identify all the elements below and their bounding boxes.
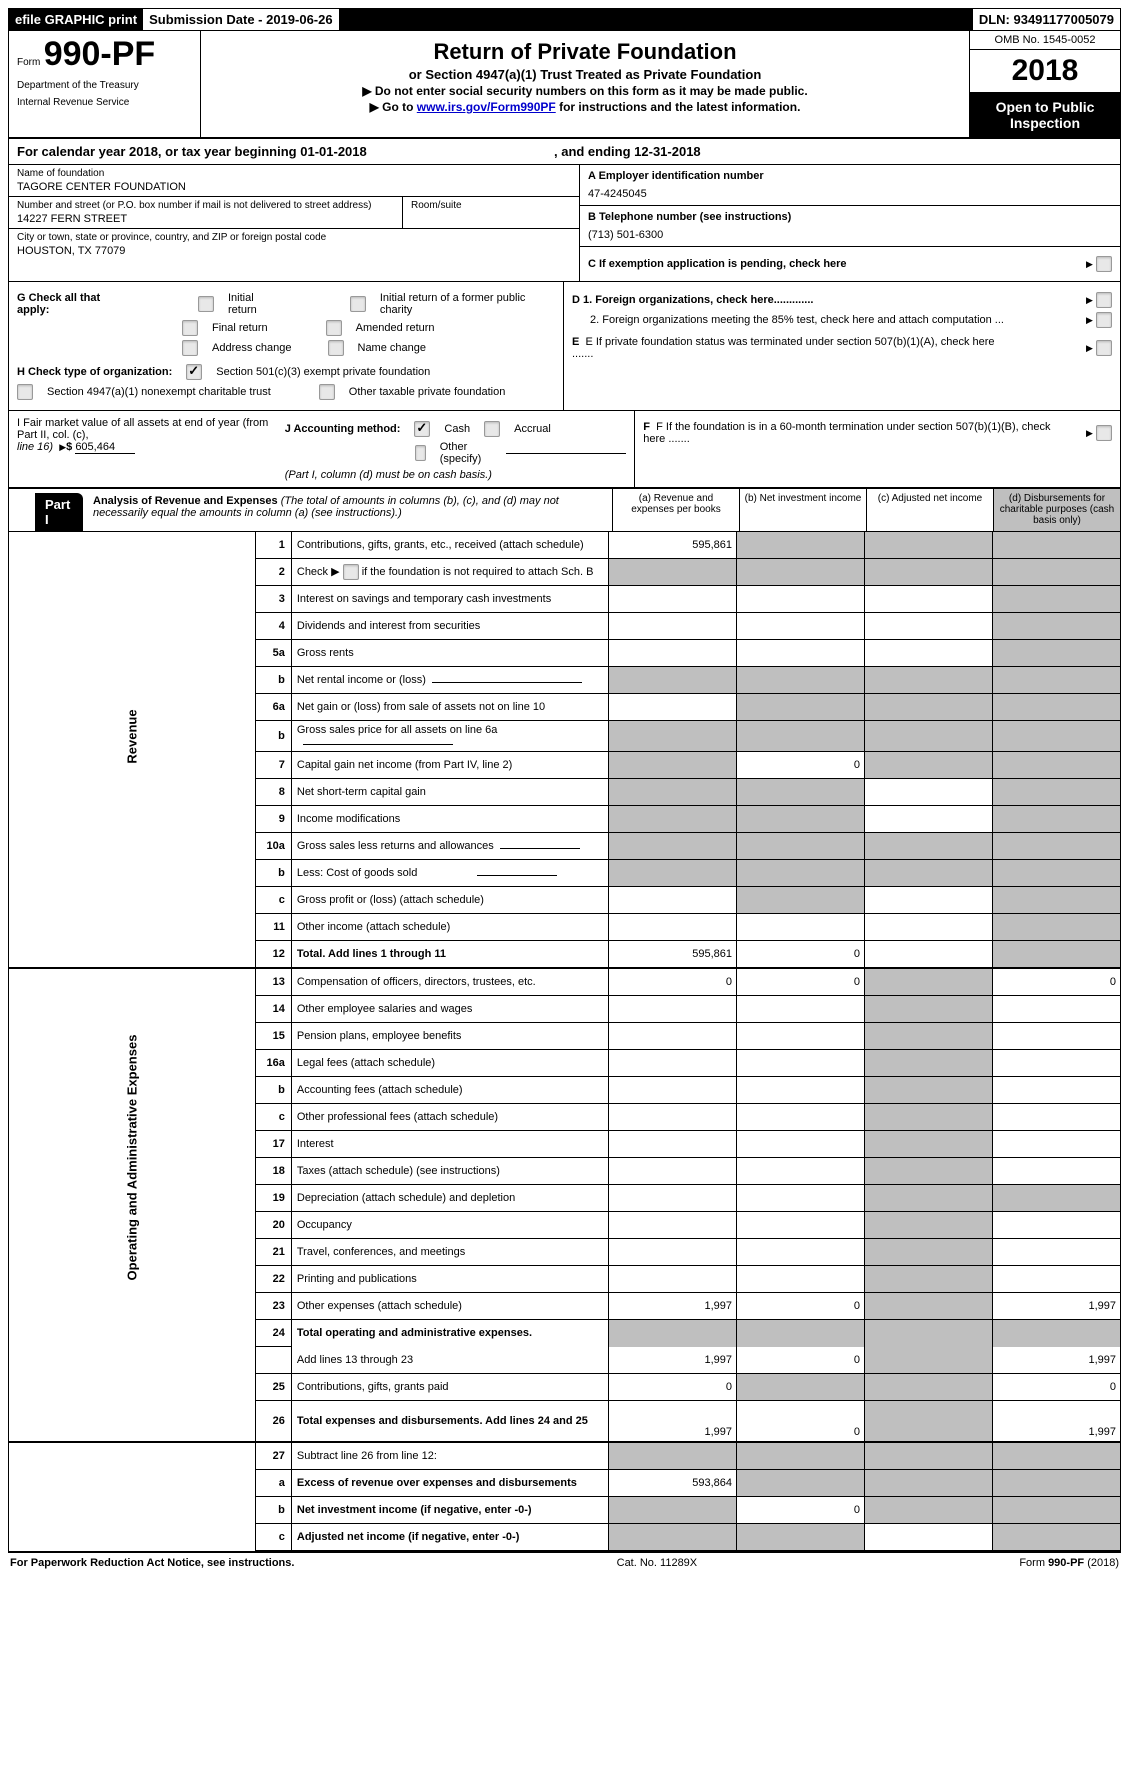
subtitle-1: or Section 4947(a)(1) Trust Treated as P… <box>209 67 961 82</box>
top-bar: efile GRAPHIC print Submission Date - 20… <box>8 8 1121 31</box>
efile-tag: efile GRAPHIC print <box>9 9 143 30</box>
phone-cell: B Telephone number (see instructions) (7… <box>580 206 1120 247</box>
h-label: H Check type of organization: <box>17 366 172 378</box>
paperwork-notice: For Paperwork Reduction Act Notice, see … <box>10 1557 294 1569</box>
phone-value: (713) 501-6300 <box>588 229 1112 241</box>
section-ijf: I Fair market value of all assets at end… <box>8 411 1121 489</box>
checkbox-d1[interactable] <box>1096 292 1112 308</box>
form-title: Return of Private Foundation <box>209 39 961 65</box>
checkbox-final-return[interactable] <box>182 320 198 336</box>
g-label: G Check all that apply: <box>17 292 132 316</box>
street-address: 14227 FERN STREET <box>17 213 394 225</box>
page-footer: For Paperwork Reduction Act Notice, see … <box>8 1551 1121 1573</box>
omb-number: OMB No. 1545-0052 <box>970 31 1120 50</box>
section-f: F F If the foundation is in a 60-month t… <box>634 411 1120 487</box>
other-method-line <box>506 453 626 454</box>
tax-year: 2018 <box>970 50 1120 93</box>
checkbox-name-change[interactable] <box>328 340 344 356</box>
col-c-header: (c) Adjusted net income <box>866 489 993 531</box>
col-b-header: (b) Net investment income <box>739 489 866 531</box>
checkbox-cash[interactable] <box>414 421 430 437</box>
col-d-header: (d) Disbursements for charitable purpose… <box>993 489 1120 531</box>
checkbox-address-change[interactable] <box>182 340 198 356</box>
subtitle-3: ▶ Go to www.irs.gov/Form990PF for instru… <box>209 100 961 114</box>
part1-desc: Analysis of Revenue and Expenses (The to… <box>83 489 612 531</box>
col-a-header: (a) Revenue and expenses per books <box>612 489 739 531</box>
checkbox-initial-former[interactable] <box>350 296 366 312</box>
row-25: 25Contributions, gifts, grants paid 00 <box>9 1374 1121 1401</box>
checkbox-e[interactable] <box>1096 340 1112 356</box>
row-12: 12Total. Add lines 1 through 11 595,8610 <box>9 941 1121 969</box>
form-number: 990-PF <box>44 35 156 73</box>
row-1: Revenue 1Contributions, gifts, grants, e… <box>9 532 1121 559</box>
street-cell: Number and street (or P.O. box number if… <box>9 197 403 229</box>
dln: DLN: 93491177005079 <box>973 9 1120 30</box>
ein-cell: A Employer identification number 47-4245… <box>580 165 1120 206</box>
checkbox-initial-return[interactable] <box>198 296 214 312</box>
irs-link[interactable]: www.irs.gov/Form990PF <box>417 100 556 114</box>
top-spacer <box>339 9 973 30</box>
city-state-zip: HOUSTON, TX 77079 <box>17 245 571 257</box>
exemption-pending-cell: C If exemption application is pending, c… <box>580 247 1120 281</box>
cat-no: Cat. No. 11289X <box>617 1557 698 1569</box>
subtitle-2: ▶ Do not enter social security numbers o… <box>209 84 961 98</box>
checkbox-501c3[interactable] <box>186 364 202 380</box>
checkbox-sch-b[interactable] <box>343 564 359 580</box>
calendar-year-row: For calendar year 2018, or tax year begi… <box>8 137 1121 165</box>
open-to-public: Open to Public Inspection <box>970 93 1120 137</box>
row-24b: Add lines 13 through 23 1,99701,997 <box>9 1347 1121 1374</box>
checkbox-amended[interactable] <box>326 320 342 336</box>
foundation-name-cell: Name of foundation TAGORE CENTER FOUNDAT… <box>9 165 579 197</box>
year-end: 12-31-2018 <box>634 144 701 159</box>
row-26: 26Total expenses and disbursements. Add … <box>9 1401 1121 1443</box>
row-27: 27Subtract line 26 from line 12: <box>9 1442 1121 1470</box>
part1-table: Revenue 1Contributions, gifts, grants, e… <box>8 532 1121 1551</box>
fmv-assets: 605,464 <box>75 441 135 454</box>
form-prefix: Form <box>17 57 40 68</box>
room-suite-cell: Room/suite <box>403 197 579 229</box>
year-box: OMB No. 1545-0052 2018 Open to Public In… <box>969 31 1120 137</box>
entity-info: Name of foundation TAGORE CENTER FOUNDAT… <box>8 165 1121 282</box>
checkbox-accrual[interactable] <box>484 421 500 437</box>
expenses-side-label: Operating and Administrative Expenses <box>9 968 256 1347</box>
city-cell: City or town, state or province, country… <box>9 229 579 274</box>
checkbox-f[interactable] <box>1096 425 1112 441</box>
checkbox-d2[interactable] <box>1096 312 1112 328</box>
ein-value: 47-4245045 <box>588 188 1112 200</box>
section-g-de: G Check all that apply: Initial return I… <box>8 282 1121 411</box>
dept-treasury: Department of the Treasury <box>17 80 192 91</box>
form-header: Form 990-PF Department of the Treasury I… <box>8 31 1121 137</box>
foundation-name: TAGORE CENTER FOUNDATION <box>17 181 571 193</box>
checkbox-other-taxable[interactable] <box>319 384 335 400</box>
checkbox-c[interactable] <box>1096 256 1112 272</box>
title-box: Return of Private Foundation or Section … <box>201 31 969 137</box>
part1-header: Part I Analysis of Revenue and Expenses … <box>8 489 1121 532</box>
checkbox-4947a1[interactable] <box>17 384 33 400</box>
form-ref: Form 990-PF (2018) <box>1019 1557 1119 1569</box>
part1-tab: Part I <box>35 493 83 531</box>
year-begin: 01-01-2018 <box>300 144 367 159</box>
revenue-side-label: Revenue <box>9 532 256 941</box>
form-number-box: Form 990-PF Department of the Treasury I… <box>9 31 201 137</box>
checkbox-other-method[interactable] <box>415 445 426 461</box>
section-j: J Accounting method: Cash Accrual Other … <box>277 411 635 487</box>
submission-date: Submission Date - 2019-06-26 <box>143 9 339 30</box>
row-13: Operating and Administrative Expenses 13… <box>9 968 1121 996</box>
section-i: I Fair market value of all assets at end… <box>9 411 277 487</box>
dept-irs: Internal Revenue Service <box>17 97 192 108</box>
